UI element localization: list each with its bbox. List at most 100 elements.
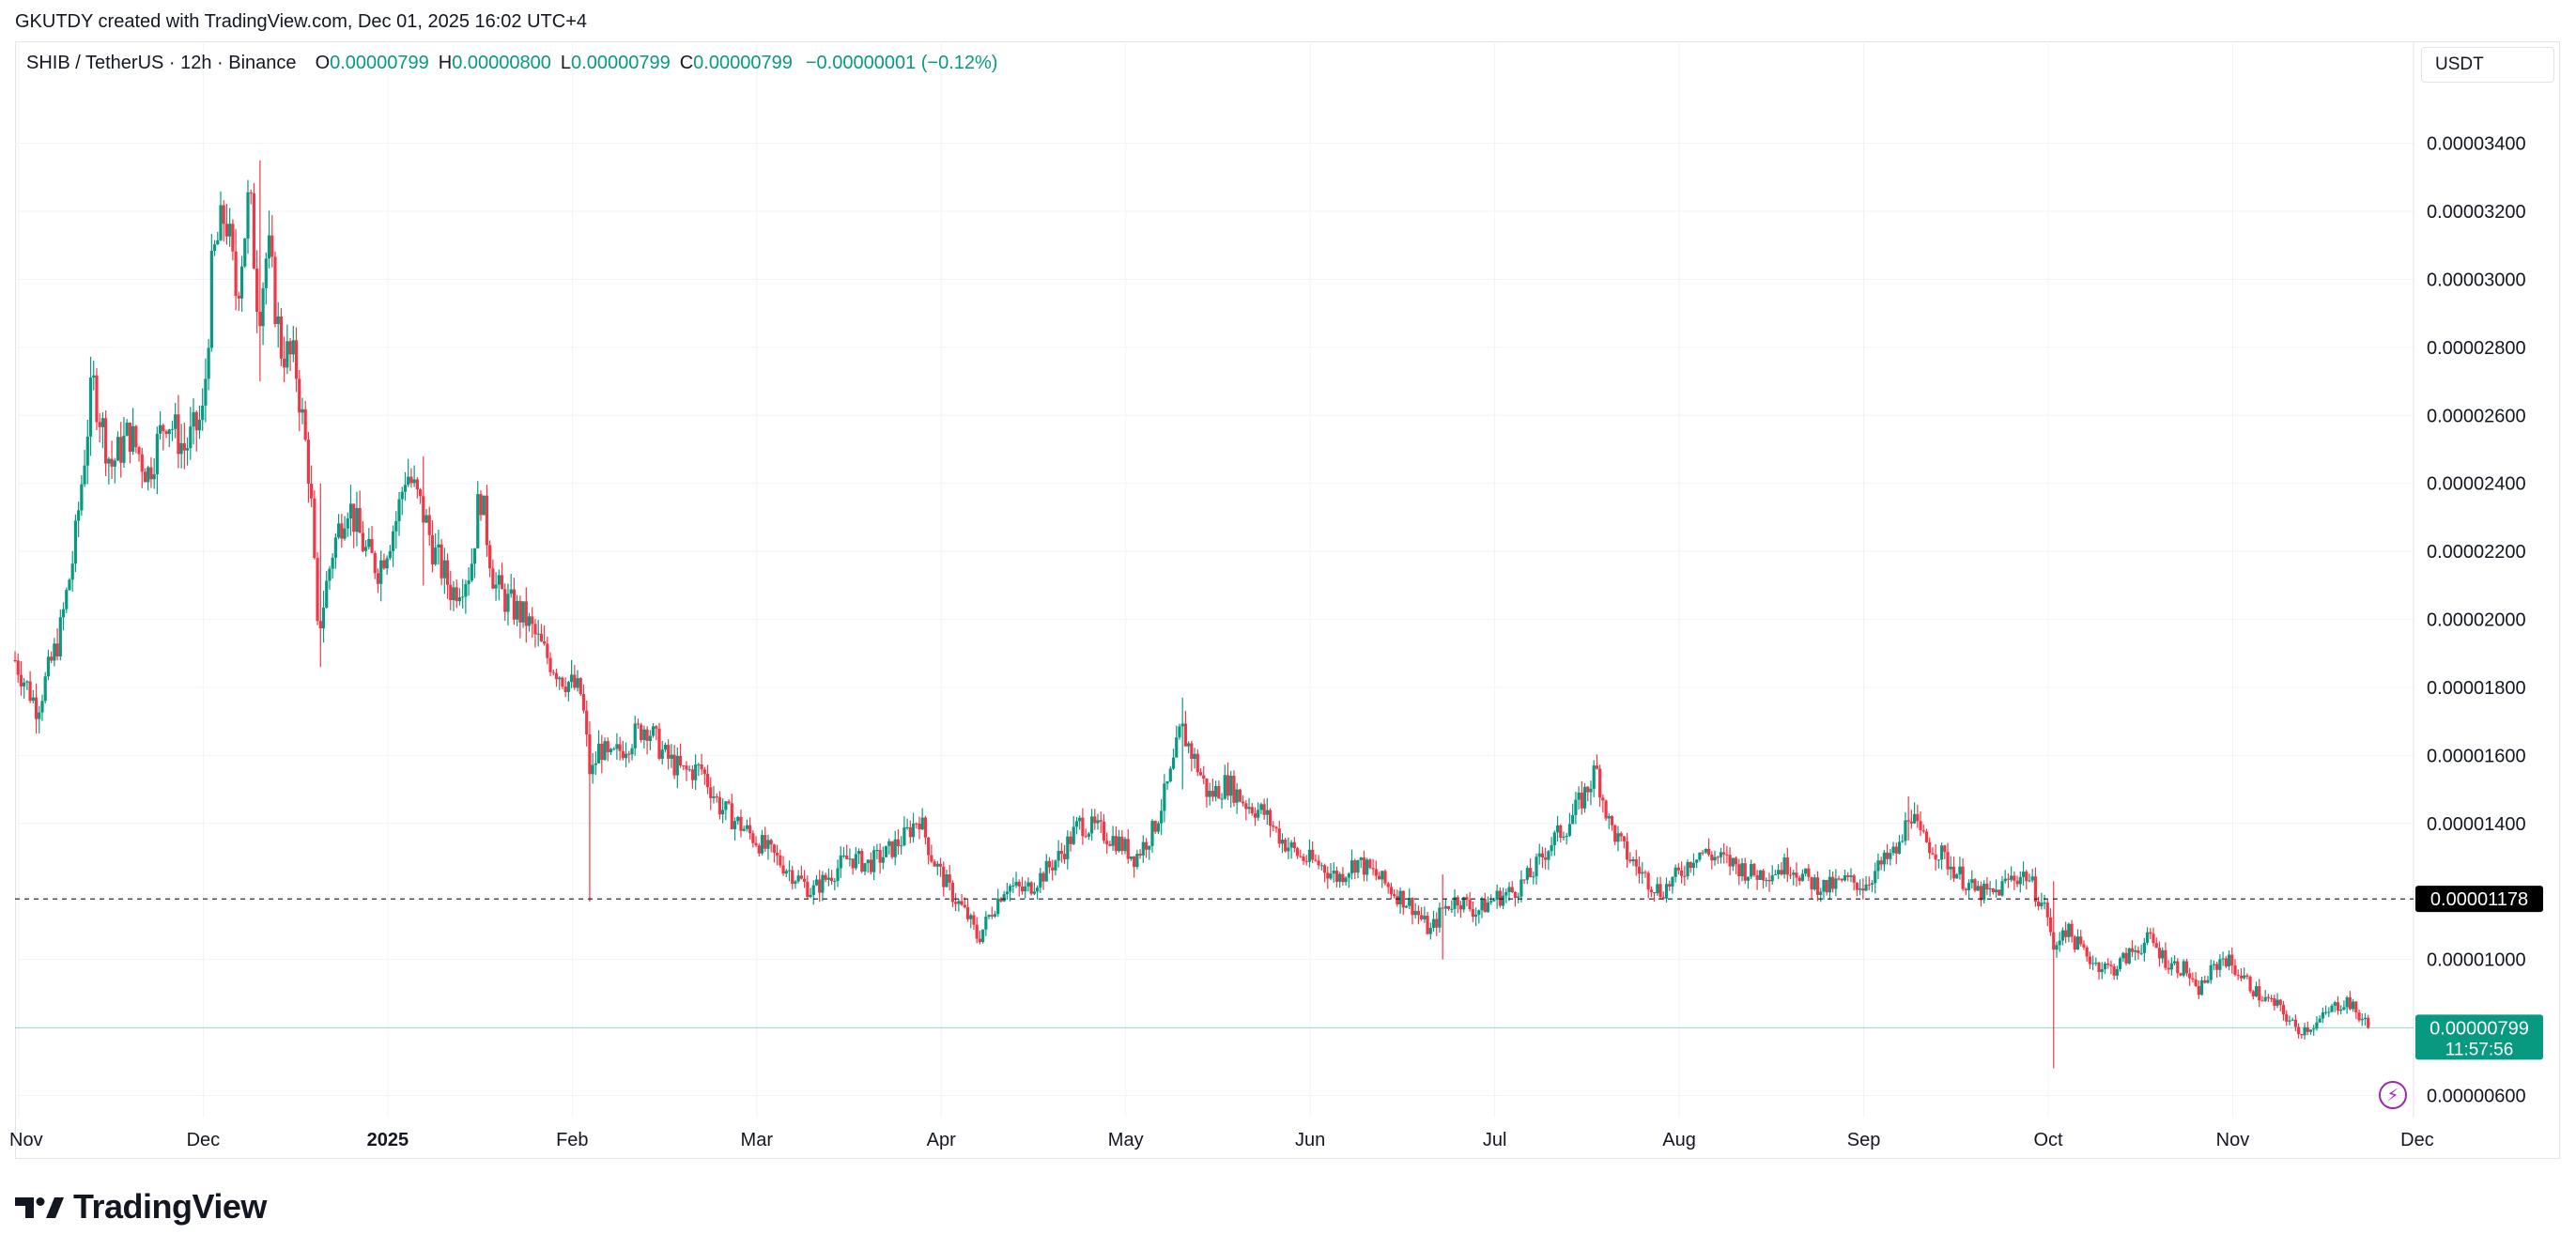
candle — [1198, 768, 1203, 777]
candle-body — [403, 485, 408, 492]
candle — [239, 255, 244, 312]
candle-body — [2161, 949, 2165, 959]
candle-body — [2251, 991, 2255, 996]
candle-body — [509, 589, 513, 594]
candle-body — [367, 539, 371, 548]
candle-body — [1005, 891, 1009, 895]
candle-body — [818, 879, 822, 893]
candle — [2013, 871, 2016, 891]
candle-body — [1420, 915, 1424, 919]
candle-body — [524, 601, 528, 626]
candle — [1193, 748, 1196, 769]
candle — [854, 846, 857, 871]
candle — [554, 668, 559, 687]
candle-body — [174, 414, 177, 429]
candle — [660, 740, 664, 765]
candle — [2336, 995, 2340, 1015]
candle-body — [1761, 870, 1766, 881]
candle-body — [1089, 816, 1094, 834]
candle-body — [482, 495, 486, 516]
candle-body — [343, 528, 347, 539]
candle-body — [624, 753, 628, 759]
candle-body — [1426, 916, 1429, 934]
candle-body — [1393, 894, 1396, 897]
candle-body — [554, 672, 559, 680]
candle — [2306, 1021, 2309, 1036]
candle-body — [1150, 821, 1154, 846]
candle — [900, 836, 903, 855]
y-tick-label: 0.00001800 — [2427, 678, 2526, 699]
candle-body — [1634, 858, 1638, 867]
candle-body — [201, 405, 205, 420]
candle-body — [1810, 876, 1813, 889]
candle — [1341, 867, 1345, 887]
candle — [1691, 853, 1696, 876]
candle-body — [972, 915, 976, 925]
candle — [1525, 865, 1529, 885]
candle — [1235, 782, 1239, 814]
candle — [2167, 960, 2170, 975]
candle-body — [854, 854, 857, 869]
candle — [1332, 862, 1335, 884]
candle-body — [945, 874, 949, 887]
candle — [2227, 949, 2231, 971]
candle-body — [1788, 874, 1793, 876]
candle — [2145, 927, 2150, 946]
candle — [1574, 792, 1578, 825]
candle — [2142, 937, 2146, 962]
candle — [1901, 834, 1905, 843]
candle-body — [581, 693, 586, 711]
candle — [860, 848, 864, 873]
currency-button[interactable]: USDT — [2421, 47, 2554, 83]
candle-body — [1272, 826, 1275, 827]
candle-body — [149, 467, 153, 480]
candle-body — [1607, 816, 1611, 819]
candle — [536, 620, 540, 647]
candle-body — [1517, 896, 1520, 899]
candle-body — [1235, 789, 1239, 803]
candle-body — [1815, 877, 1820, 895]
candle-body — [68, 579, 71, 591]
candle-body — [116, 437, 120, 461]
symbol-label[interactable]: SHIB / TetherUS · 12h · Binance — [26, 53, 297, 73]
candle-body — [2297, 1026, 2301, 1035]
candle — [1202, 765, 1206, 785]
candle-body — [267, 235, 271, 259]
candle — [2179, 972, 2183, 977]
candle-body — [1946, 852, 1950, 870]
candle — [869, 852, 873, 875]
x-tick-label: Aug — [1662, 1130, 1696, 1150]
candle-body — [776, 852, 779, 856]
candle-body — [1979, 886, 1983, 901]
candle-body — [636, 723, 640, 725]
candle-body — [918, 824, 921, 830]
candle — [1078, 815, 1082, 830]
candle-body — [1229, 776, 1233, 796]
candle — [2103, 962, 2107, 974]
candle — [1431, 910, 1436, 933]
candle — [612, 747, 616, 751]
candle — [739, 810, 743, 838]
candle-body — [1307, 849, 1312, 862]
candle-body — [239, 266, 244, 299]
candle — [352, 503, 356, 548]
reference-line — [15, 898, 2414, 1028]
candle-body — [960, 901, 964, 905]
candle — [733, 817, 737, 841]
candle — [539, 624, 543, 642]
candle — [77, 502, 81, 538]
candle — [1120, 829, 1124, 856]
lightning-icon[interactable]: ⚡ — [2379, 1081, 2407, 1109]
candle — [1683, 865, 1687, 887]
tradingview-brand[interactable]: TradingView — [15, 1187, 267, 1227]
candle — [197, 405, 202, 440]
candle — [2003, 870, 2007, 884]
candle-body — [900, 845, 903, 847]
candle-body — [2103, 963, 2107, 970]
candle-body — [1567, 824, 1572, 836]
candle-body — [2088, 956, 2091, 965]
candle-body — [1117, 836, 1121, 852]
candle-body — [2176, 961, 2180, 974]
candle-body — [1689, 861, 1692, 869]
